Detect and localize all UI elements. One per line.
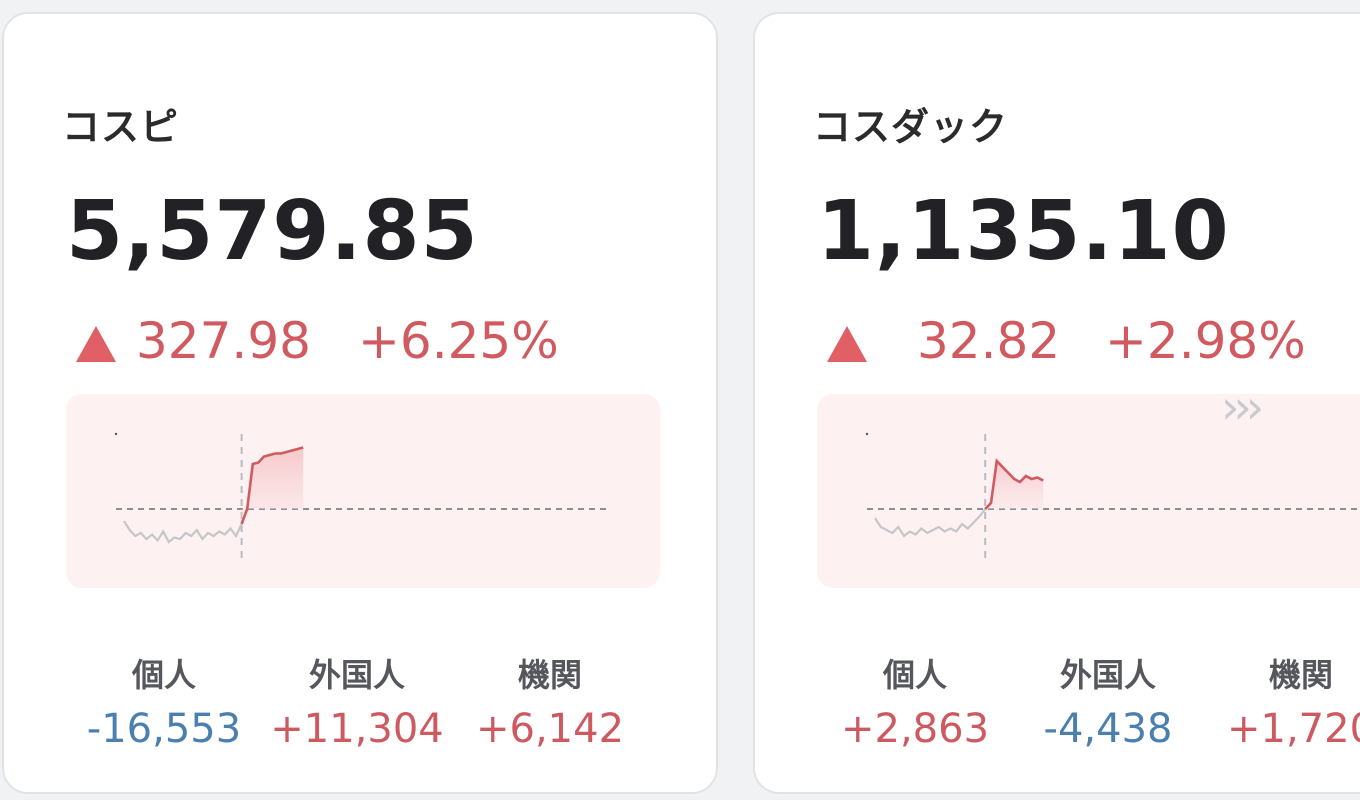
- index-name: コスダック: [813, 105, 1009, 149]
- investor-value: +11,304: [270, 706, 444, 752]
- intraday-chart-svg: [865, 432, 1357, 564]
- chevrons-right-icon[interactable]: ›››: [1221, 380, 1264, 434]
- investor-label: 外国人: [308, 656, 405, 694]
- investor-value: +1,720: [1226, 706, 1360, 752]
- investor-flows: 個人 -16,553 外国人 +11,304 機関 +6,142: [74, 650, 644, 760]
- investor-flows: 個人 +2,863 外国人 -4,438 機関 +1,720: [825, 650, 1360, 760]
- investor-value: -4,438: [1043, 706, 1173, 752]
- change-absolute: 32.82: [917, 312, 1061, 370]
- index-card-kospi[interactable]: コスピ 5,579.85 327.98 +6.25% 個人 -16,553 外国…: [2, 12, 718, 794]
- change-absolute: 327.98: [136, 312, 311, 370]
- change-percent: +2.98%: [1105, 312, 1306, 370]
- up-triangle-icon: [827, 326, 867, 362]
- up-triangle-icon: [76, 326, 116, 362]
- investor-label: 機関: [517, 656, 582, 694]
- post-session-line: [240, 446, 304, 525]
- investor-individual: 個人 -16,553: [74, 650, 254, 752]
- gain-area: [985, 461, 1044, 509]
- investor-individual: 個人 +2,863: [825, 650, 1005, 752]
- index-value: 5,579.85: [66, 184, 479, 279]
- index-card-kosdaq[interactable]: コスダック 1,135.10 32.82 +2.98% ››› 個人 +2,86…: [753, 12, 1360, 794]
- investor-label: 外国人: [1059, 656, 1156, 694]
- chart-origin-dot: [114, 432, 118, 436]
- gain-area: [241, 447, 304, 524]
- investor-label: 個人: [882, 656, 947, 694]
- investor-value: -16,553: [86, 706, 242, 752]
- post-session-line: [984, 458, 1044, 510]
- investor-institution: 機関 +1,720: [1211, 650, 1360, 752]
- pre-session-line: [123, 520, 243, 544]
- change-percent: +6.25%: [358, 312, 559, 370]
- investor-value: +6,142: [475, 706, 625, 752]
- intraday-chart-svg: [114, 432, 606, 564]
- investor-label: 機関: [1268, 656, 1333, 694]
- index-value: 1,135.10: [817, 184, 1230, 279]
- investor-label: 個人: [131, 656, 196, 694]
- index-name: コスピ: [62, 105, 180, 149]
- intraday-chart[interactable]: [817, 394, 1360, 588]
- investor-value: +2,863: [840, 706, 990, 752]
- investor-foreign: 外国人 -4,438: [1018, 650, 1198, 752]
- investor-institution: 機関 +6,142: [460, 650, 640, 752]
- intraday-chart[interactable]: [66, 394, 660, 588]
- pre-session-line: [874, 508, 987, 538]
- chart-origin-dot: [865, 432, 869, 436]
- investor-foreign: 外国人 +11,304: [267, 650, 447, 752]
